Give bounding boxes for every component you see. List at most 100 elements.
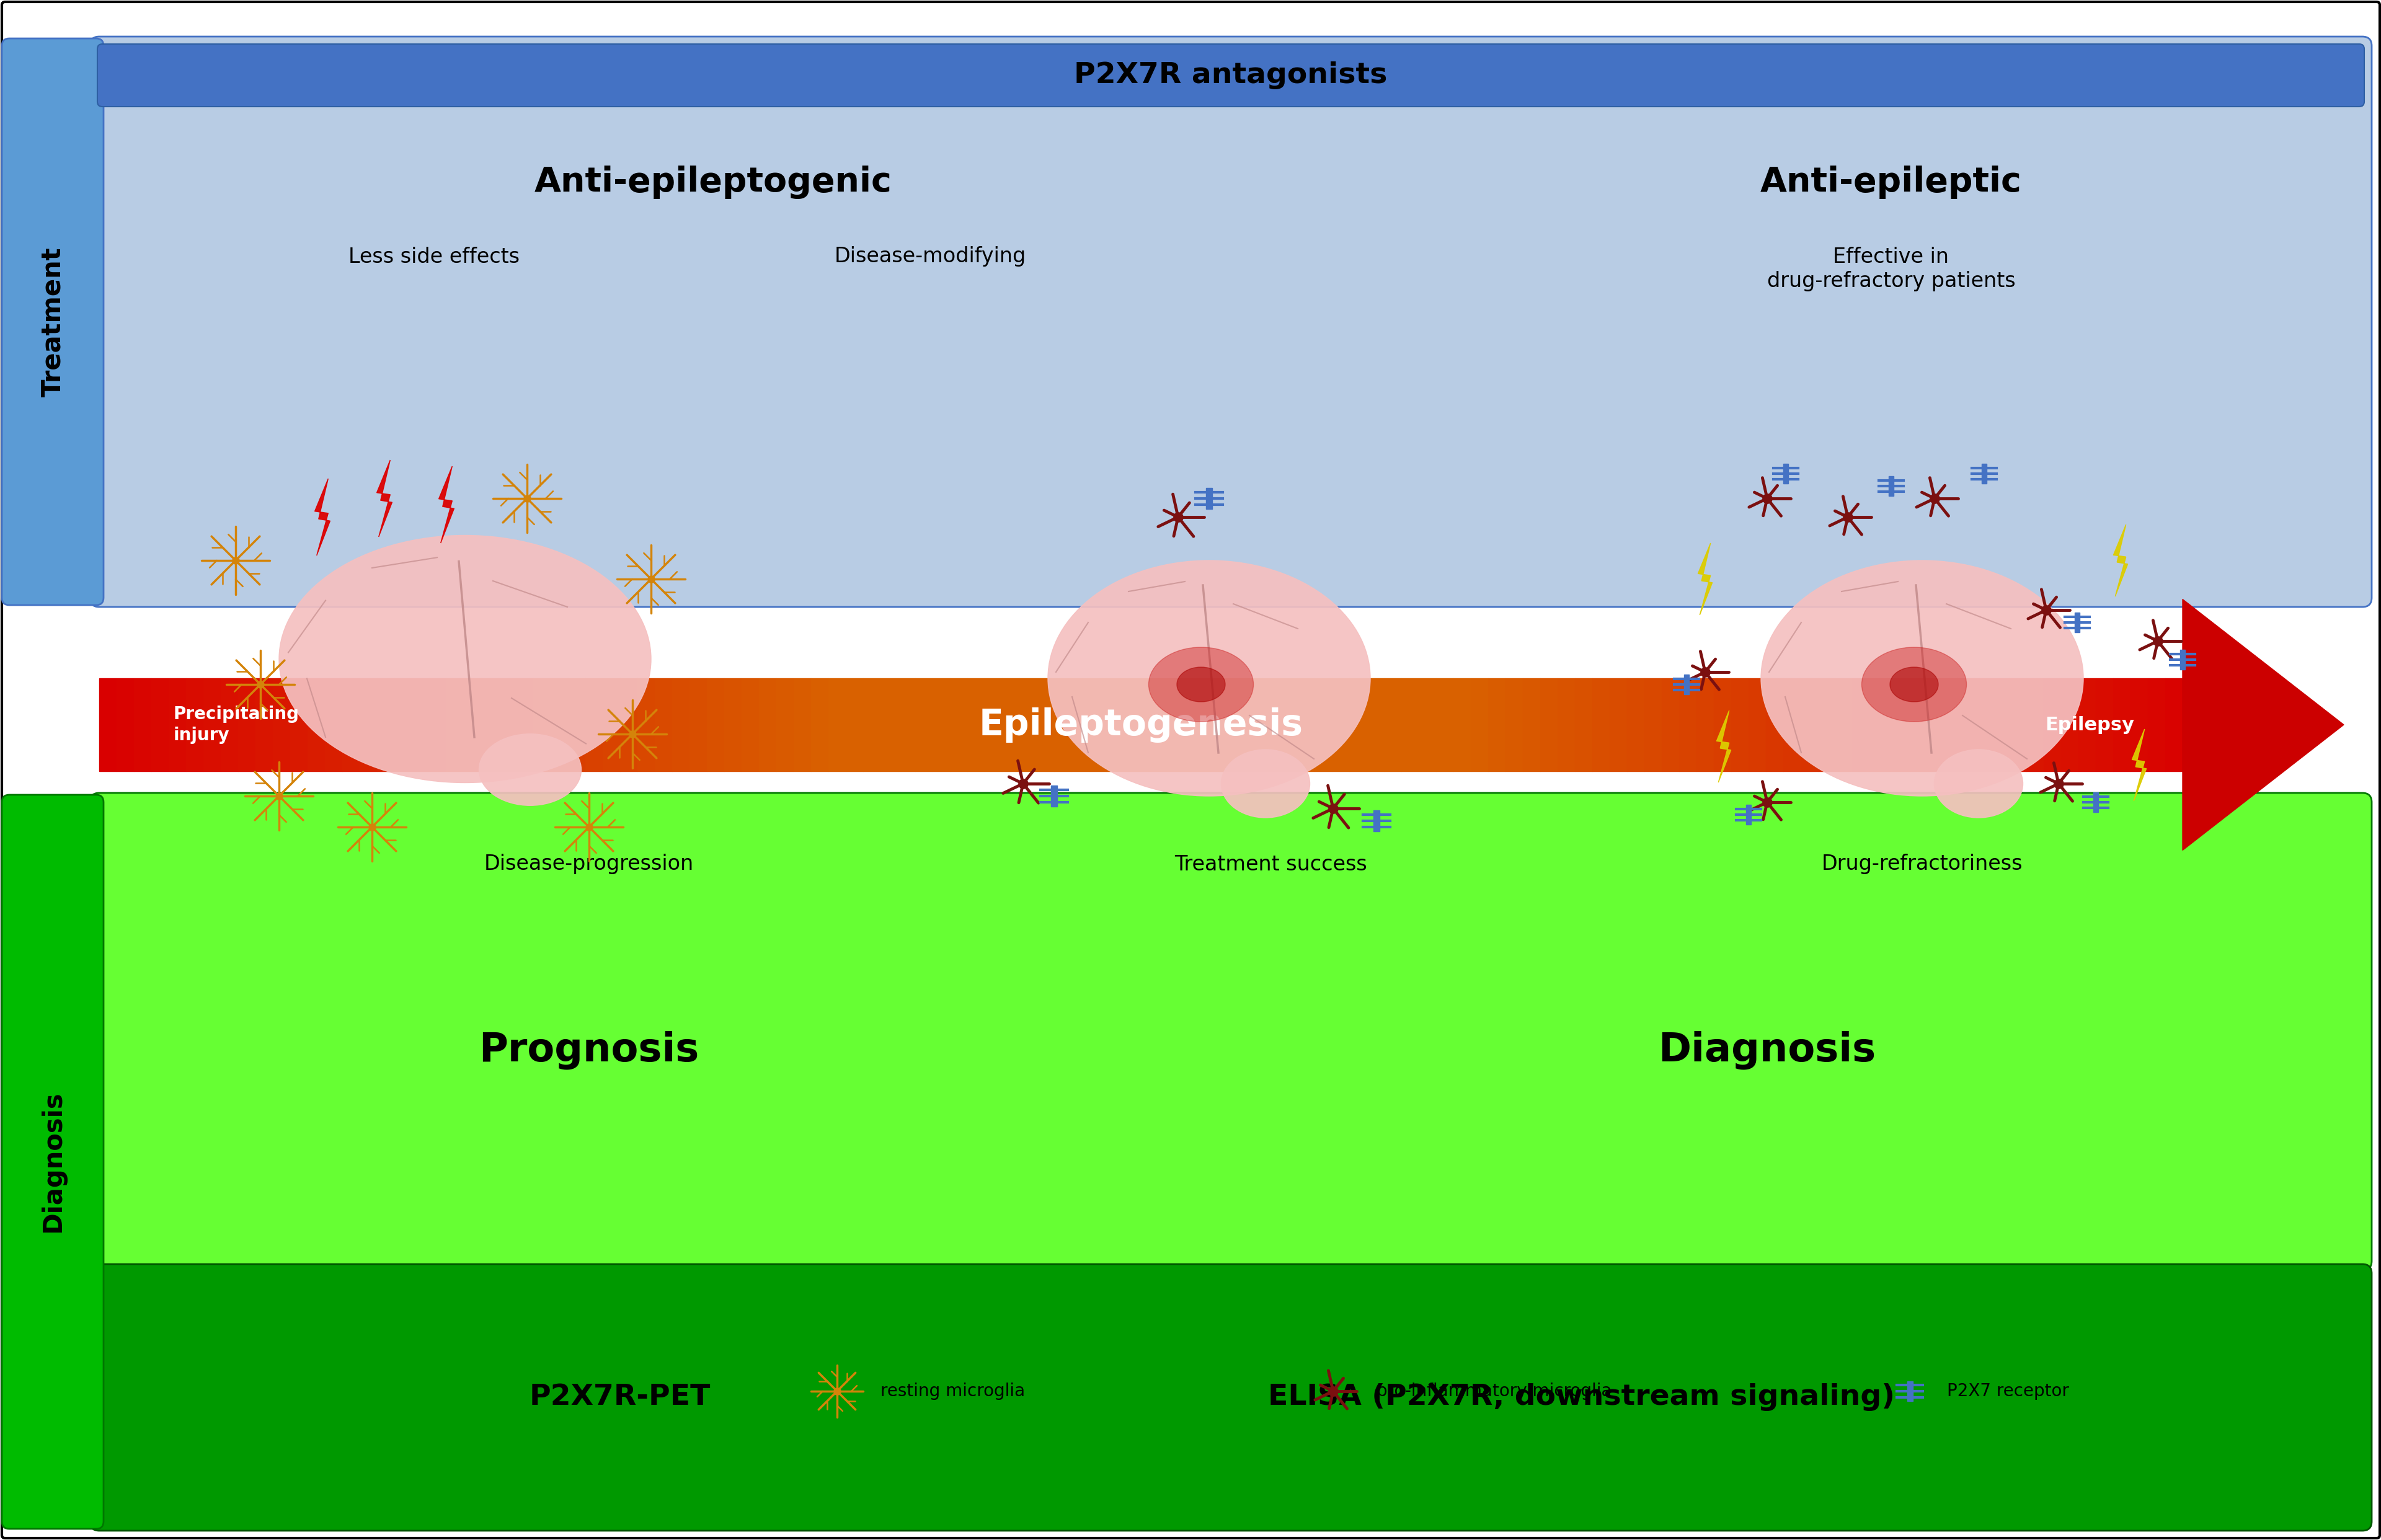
FancyBboxPatch shape (90, 37, 2371, 607)
Bar (2010, 678, 2026, 772)
Polygon shape (438, 467, 455, 544)
Bar (2148, 678, 2164, 772)
Bar (1679, 678, 1695, 772)
Bar (1279, 678, 1298, 772)
Bar (1974, 678, 1991, 772)
Ellipse shape (479, 735, 581, 805)
Ellipse shape (1933, 750, 2021, 818)
Text: Prognosis: Prognosis (479, 1030, 700, 1070)
Text: Diagnosis: Diagnosis (1657, 1030, 1876, 1070)
Bar (117, 678, 133, 772)
Bar (602, 678, 619, 772)
Ellipse shape (1048, 561, 1369, 796)
Bar (1383, 678, 1400, 772)
Bar (274, 678, 290, 772)
Bar (1748, 678, 1764, 772)
Text: Epileptogenesis: Epileptogenesis (979, 707, 1302, 742)
Bar (881, 678, 898, 772)
Bar (1088, 678, 1105, 772)
Bar (967, 678, 983, 772)
Bar (862, 678, 881, 772)
Bar (1991, 678, 2010, 772)
Text: P2X7R-PET: P2X7R-PET (529, 1383, 710, 1411)
Bar (567, 678, 586, 772)
Bar (655, 678, 671, 772)
Bar (550, 678, 567, 772)
Bar (1245, 678, 1262, 772)
Bar (1419, 678, 1436, 772)
Bar (290, 678, 307, 772)
Bar (1541, 678, 1557, 772)
Bar (2060, 678, 2079, 772)
Bar (221, 678, 238, 772)
Bar (1907, 1381, 1912, 1401)
Bar (1124, 678, 1140, 772)
Text: P2X7 receptor: P2X7 receptor (1945, 1383, 2069, 1400)
Bar (1193, 678, 1210, 772)
Polygon shape (2112, 525, 2126, 596)
Bar (169, 678, 186, 772)
Bar (1205, 488, 1212, 510)
Bar (760, 678, 776, 772)
Bar (412, 678, 429, 772)
Bar (360, 678, 376, 772)
Bar (1505, 678, 1521, 772)
Bar (2079, 678, 2095, 772)
Bar (690, 678, 707, 772)
Text: Disease-progression: Disease-progression (483, 855, 693, 875)
Bar (498, 678, 517, 772)
Text: Less side effects: Less side effects (348, 246, 519, 266)
Bar (533, 678, 550, 772)
Bar (2179, 650, 2186, 670)
Bar (2095, 678, 2112, 772)
Text: P2X7R antagonists: P2X7R antagonists (1074, 62, 1388, 89)
Bar (898, 678, 914, 772)
Ellipse shape (279, 536, 650, 782)
FancyBboxPatch shape (2, 795, 102, 1529)
Bar (1869, 678, 1888, 772)
FancyBboxPatch shape (90, 1264, 2371, 1531)
Bar (1036, 678, 1055, 772)
Bar (1176, 678, 1193, 772)
Ellipse shape (1148, 647, 1252, 722)
Ellipse shape (1891, 667, 1938, 702)
Bar (1745, 805, 1750, 824)
Bar (1557, 678, 1574, 772)
Text: Drug-refractoriness: Drug-refractoriness (1821, 855, 2021, 875)
Polygon shape (314, 479, 331, 556)
Bar (238, 678, 255, 772)
Bar (1957, 678, 1974, 772)
Bar (324, 678, 343, 772)
Bar (1626, 678, 1643, 772)
Bar (1331, 678, 1350, 772)
Bar (1800, 678, 1817, 772)
Bar (793, 678, 812, 772)
Bar (586, 678, 602, 772)
Bar (1374, 810, 1379, 832)
Bar (1521, 678, 1541, 772)
Polygon shape (2131, 728, 2145, 801)
Bar (376, 678, 395, 772)
Bar (429, 678, 445, 772)
Bar (1314, 678, 1331, 772)
Ellipse shape (1862, 647, 1967, 722)
Bar (133, 678, 152, 772)
Polygon shape (376, 460, 393, 537)
Bar (1695, 678, 1714, 772)
Ellipse shape (1760, 561, 2083, 796)
Bar (1731, 678, 1748, 772)
Text: Anti-epileptogenic: Anti-epileptogenic (533, 165, 890, 199)
Bar (1452, 678, 1471, 772)
Bar (1367, 678, 1383, 772)
Bar (1262, 678, 1279, 772)
Bar (1055, 678, 1071, 772)
Bar (776, 678, 793, 772)
Bar (464, 678, 481, 772)
Text: ELISA (P2X7R, downstream signaling): ELISA (P2X7R, downstream signaling) (1267, 1383, 1893, 1411)
FancyBboxPatch shape (98, 45, 2364, 106)
Bar (707, 678, 724, 772)
Text: Treatment: Treatment (40, 246, 67, 397)
Bar (100, 678, 117, 772)
Bar (845, 678, 862, 772)
Bar (638, 678, 655, 772)
